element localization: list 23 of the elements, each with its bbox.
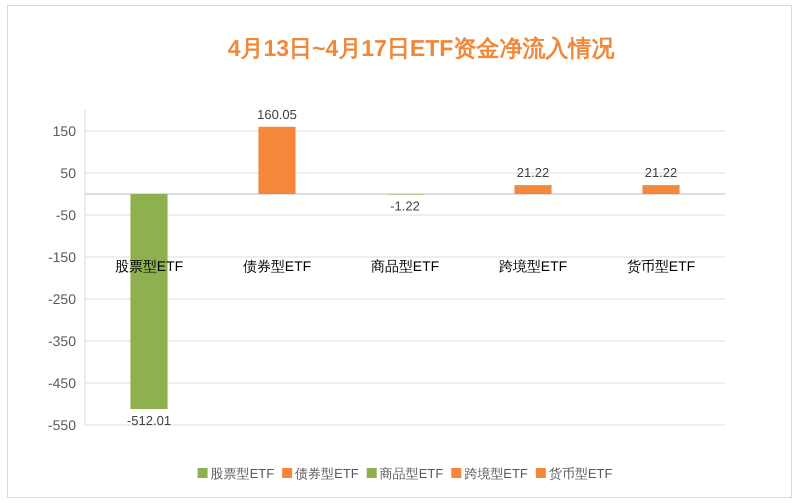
ytick-label: -450 [48,375,76,391]
ytick-label: -550 [48,417,76,433]
ytick-label: -150 [48,249,76,265]
category-label: 债券型ETF [242,258,312,274]
ytick-label: -50 [56,207,76,223]
title: 4月13日~4月17日ETF资金净流入情况 [228,35,614,61]
data-label: -1.22 [390,198,420,214]
category-label: 货币型ETF [626,258,696,274]
data-label: 21.22 [516,165,550,180]
legend-label: 商品型ETF [380,466,444,481]
legend-label: 跨境型ETF [464,466,528,481]
data-label: -512.01 [126,413,172,428]
ytick-label: 50 [60,165,76,181]
data-label: 21.22 [644,165,678,180]
legend-label: 债券型ETF [295,466,359,481]
category-label: 跨境型ETF [498,258,568,274]
ytick-label: 150 [52,123,76,139]
ytick-label: -350 [48,333,76,349]
ytick-label: -250 [48,291,76,307]
legend-label: 货币型ETF [548,466,612,481]
category-label: 商品型ETF [370,258,440,274]
data-label: 160.05 [257,106,297,122]
legend-label: 股票型ETF [210,466,274,481]
